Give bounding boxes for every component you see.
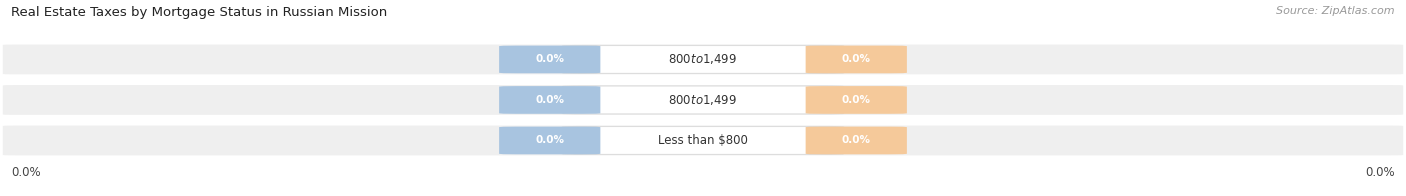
FancyBboxPatch shape xyxy=(806,127,907,154)
Text: Less than $800: Less than $800 xyxy=(658,134,748,147)
FancyBboxPatch shape xyxy=(499,46,600,73)
Text: 0.0%: 0.0% xyxy=(842,54,870,64)
Text: Real Estate Taxes by Mortgage Status in Russian Mission: Real Estate Taxes by Mortgage Status in … xyxy=(11,6,388,19)
Text: 0.0%: 0.0% xyxy=(536,95,564,105)
FancyBboxPatch shape xyxy=(499,86,600,114)
Text: 0.0%: 0.0% xyxy=(1365,166,1395,179)
FancyBboxPatch shape xyxy=(806,46,907,73)
Text: Source: ZipAtlas.com: Source: ZipAtlas.com xyxy=(1277,6,1395,16)
FancyBboxPatch shape xyxy=(562,86,844,114)
FancyBboxPatch shape xyxy=(806,86,907,114)
FancyBboxPatch shape xyxy=(3,126,1403,155)
FancyBboxPatch shape xyxy=(562,126,844,154)
Text: 0.0%: 0.0% xyxy=(536,54,564,64)
Text: $800 to $1,499: $800 to $1,499 xyxy=(668,53,738,66)
FancyBboxPatch shape xyxy=(499,127,600,154)
Text: 0.0%: 0.0% xyxy=(536,135,564,145)
Text: 0.0%: 0.0% xyxy=(842,95,870,105)
Text: 0.0%: 0.0% xyxy=(11,166,41,179)
FancyBboxPatch shape xyxy=(3,44,1403,74)
Text: $800 to $1,499: $800 to $1,499 xyxy=(668,93,738,107)
FancyBboxPatch shape xyxy=(562,45,844,74)
Text: 0.0%: 0.0% xyxy=(842,135,870,145)
FancyBboxPatch shape xyxy=(3,85,1403,115)
